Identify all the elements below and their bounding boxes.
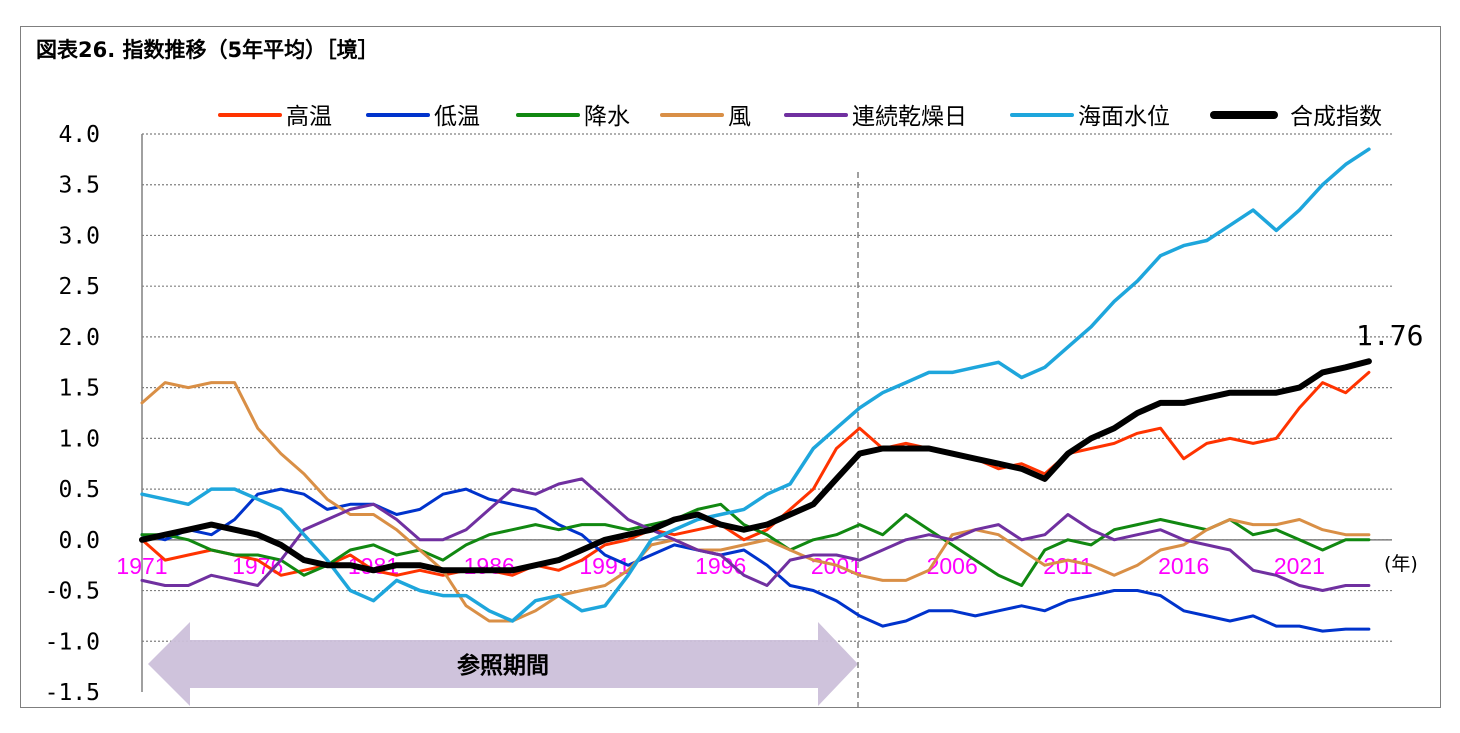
y-tick-label: 0.5: [58, 477, 100, 503]
y-tick-label: 2.5: [58, 274, 100, 300]
y-tick-label: 3.0: [58, 223, 100, 249]
y-tick-labels: 4.0 3.5 3.0 2.5 2.0 1.5 1.0 0.5 0.0 -0.5 -1.0 -1.5: [45, 122, 100, 706]
x-tick-label: 2011: [1043, 553, 1092, 579]
legend: 高温 低温 降水 風 連続乾燥日 海面水位 合成指数: [218, 104, 1382, 130]
x-tick-label: 2016: [1158, 553, 1209, 579]
series-line: [140, 487, 1371, 633]
legend-label: 降水: [584, 104, 630, 130]
y-tick-label: 4.0: [58, 122, 100, 148]
y-tick-label: 3.5: [58, 173, 100, 199]
legend-label: 風: [728, 104, 751, 130]
legend-label: 連続乾燥日: [852, 104, 967, 130]
axes: [141, 134, 1392, 692]
series-line: [140, 147, 1371, 623]
reference-period-marker: 参照期間: [148, 622, 858, 706]
series-lines: [139, 147, 1372, 633]
x-axis-unit: (年): [1384, 553, 1418, 575]
x-tick-label: 1996: [695, 553, 746, 579]
chart-title: 図表26. 指数推移（5年平均）［境］: [36, 38, 379, 62]
x-tick-label: 1971: [116, 553, 167, 579]
end-value-annotation: 1.76: [1356, 319, 1423, 352]
series-line: [140, 370, 1371, 577]
y-tick-label: 1.0: [58, 426, 100, 452]
y-tick-label: 0.0: [58, 528, 100, 554]
legend-label: 低温: [434, 104, 480, 130]
reference-period-arrow: [148, 622, 858, 706]
legend-label: 合成指数: [1290, 104, 1382, 130]
x-tick-label: 2021: [1274, 553, 1325, 579]
y-tick-label: -1.5: [45, 680, 100, 706]
y-tick-label: -0.5: [45, 579, 100, 605]
y-tick-label: 2.0: [58, 325, 100, 351]
y-tick-label: 1.5: [58, 376, 100, 402]
y-tick-label: -1.0: [45, 629, 100, 655]
series-line: [140, 477, 1371, 592]
legend-label: 海面水位: [1078, 104, 1170, 130]
reference-period-label: 参照期間: [457, 652, 549, 679]
legend-label: 高温: [286, 104, 332, 130]
chart-frame: [20, 26, 1441, 708]
series-line: [139, 358, 1372, 574]
